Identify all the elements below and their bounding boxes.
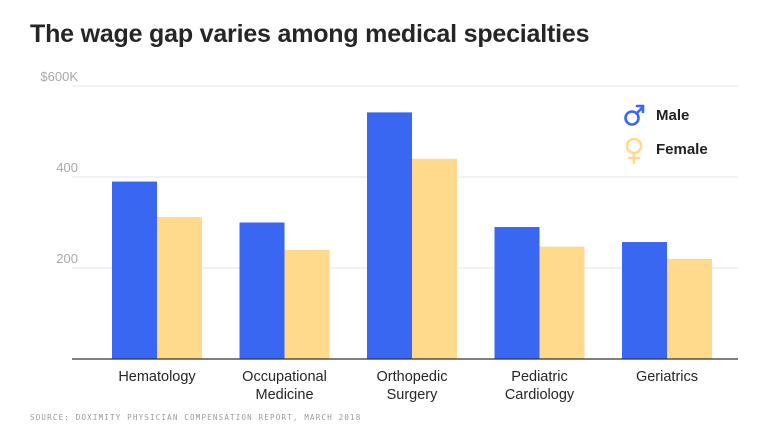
x-tick-label: Hematology [118, 369, 196, 385]
female-symbol-icon [625, 137, 643, 165]
bar-male [367, 112, 412, 359]
y-tick-label: 200 [56, 251, 78, 266]
x-tick-label: Pediatric Cardiology [505, 369, 575, 403]
y-tick-label: 400 [56, 160, 78, 175]
bar-female [539, 246, 585, 359]
legend-label: Female [656, 141, 708, 158]
female-circle [625, 137, 643, 155]
legend-item-female: Female [625, 137, 708, 165]
legend-label: Male [656, 107, 689, 124]
bar-male [239, 222, 285, 359]
bar-female [667, 258, 712, 359]
x-tick-label: Geriatrics [636, 369, 698, 385]
bar-female [157, 217, 202, 359]
bar-female [284, 249, 330, 359]
source-note: SOURCE: DOXIMITY PHYSICIAN COMPENSATION … [30, 413, 362, 422]
x-tick-label: Occupational Medicine [242, 369, 327, 403]
x-tick-label: Orthopedic Surgery [377, 369, 448, 403]
male-circle [624, 110, 640, 126]
chart-title: The wage gap varies among medical specia… [30, 20, 590, 48]
bar-female [412, 158, 457, 359]
male-symbol-icon [624, 104, 645, 126]
bar-male [494, 227, 540, 359]
y-tick-label: $600K [40, 69, 78, 84]
bar-male [112, 181, 157, 359]
legend-item-male: Male [624, 104, 689, 126]
bar-male [622, 242, 667, 359]
male-arrow-head [635, 104, 645, 114]
